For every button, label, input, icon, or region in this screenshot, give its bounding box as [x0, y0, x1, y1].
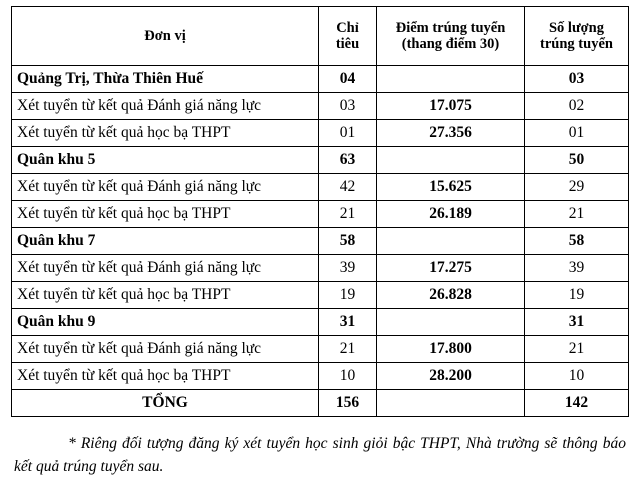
quota-cell: 10: [318, 362, 377, 390]
score-cell: 27.356: [376, 119, 525, 147]
table-header-row: Đơn vị Chỉ tiêu Điểm trúng tuyển (thang …: [11, 6, 629, 66]
quota-cell: 21: [318, 200, 377, 228]
score-cell: 17.800: [376, 335, 525, 363]
method-cell: Xét tuyển từ kết quả Đánh giá năng lực: [11, 173, 319, 201]
group-name: Quảng Trị, Thừa Thiên Huế: [11, 65, 319, 93]
method-cell: Xét tuyển từ kết quả học bạ THPT: [11, 362, 319, 390]
group-admitted: 58: [524, 227, 629, 255]
group-row: Quân khu 5 63 50: [11, 146, 629, 174]
group-quota: 31: [318, 308, 377, 336]
table-row: Xét tuyển từ kết quả Đánh giá năng lực 4…: [11, 173, 629, 201]
group-quota: 04: [318, 65, 377, 93]
group-row: Quân khu 7 58 58: [11, 227, 629, 255]
table-row: Xét tuyển từ kết quả Đánh giá năng lực 0…: [11, 92, 629, 120]
header-unit: Đơn vị: [11, 6, 319, 66]
method-cell: Xét tuyển từ kết quả Đánh giá năng lực: [11, 254, 319, 282]
total-label: TỔNG: [11, 389, 319, 417]
group-admitted: 31: [524, 308, 629, 336]
score-cell: 26.189: [376, 200, 525, 228]
method-cell: Xét tuyển từ kết quả học bạ THPT: [11, 119, 319, 147]
group-name: Quân khu 7: [11, 227, 319, 255]
admitted-cell: 02: [524, 92, 629, 120]
header-quota: Chỉ tiêu: [318, 6, 377, 66]
group-quota: 58: [318, 227, 377, 255]
quota-cell: 42: [318, 173, 377, 201]
admitted-cell: 39: [524, 254, 629, 282]
total-row: TỔNG 156 142: [11, 389, 629, 417]
score-cell: 15.625: [376, 173, 525, 201]
total-admitted: 142: [524, 389, 629, 417]
total-quota: 156: [318, 389, 377, 417]
quota-cell: 19: [318, 281, 377, 309]
table-row: Xét tuyển từ kết quả học bạ THPT 10 28.2…: [11, 362, 629, 390]
score-cell: 26.828: [376, 281, 525, 309]
total-score-empty: [376, 389, 525, 417]
group-row: Quảng Trị, Thừa Thiên Huế 04 03: [11, 65, 629, 93]
table-row: Xét tuyển từ kết quả Đánh giá năng lực 3…: [11, 254, 629, 282]
admission-results-table: Đơn vị Chỉ tiêu Điểm trúng tuyển (thang …: [11, 6, 629, 417]
group-score-empty: [376, 227, 525, 255]
quota-cell: 21: [318, 335, 377, 363]
group-name: Quân khu 5: [11, 146, 319, 174]
table-row: Xét tuyển từ kết quả học bạ THPT 19 26.8…: [11, 281, 629, 309]
table-row: Xét tuyển từ kết quả học bạ THPT 01 27.3…: [11, 119, 629, 147]
method-cell: Xét tuyển từ kết quả Đánh giá năng lực: [11, 335, 319, 363]
group-admitted: 50: [524, 146, 629, 174]
admitted-cell: 21: [524, 200, 629, 228]
table-row: Xét tuyển từ kết quả Đánh giá năng lực 2…: [11, 335, 629, 363]
header-score: Điểm trúng tuyển (thang điểm 30): [376, 6, 525, 66]
method-cell: Xét tuyển từ kết quả học bạ THPT: [11, 200, 319, 228]
method-cell: Xét tuyển từ kết quả học bạ THPT: [11, 281, 319, 309]
admitted-cell: 19: [524, 281, 629, 309]
group-name: Quân khu 9: [11, 308, 319, 336]
score-cell: 28.200: [376, 362, 525, 390]
header-admitted: Số lượng trúng tuyển: [524, 6, 629, 66]
admitted-cell: 29: [524, 173, 629, 201]
group-score-empty: [376, 65, 525, 93]
quota-cell: 01: [318, 119, 377, 147]
admitted-cell: 01: [524, 119, 629, 147]
admitted-cell: 10: [524, 362, 629, 390]
score-cell: 17.075: [376, 92, 525, 120]
table-row: Xét tuyển từ kết quả học bạ THPT 21 26.1…: [11, 200, 629, 228]
quota-cell: 39: [318, 254, 377, 282]
footnote: * Riêng đối tượng đăng ký xét tuyển học …: [14, 435, 626, 475]
quota-cell: 03: [318, 92, 377, 120]
score-cell: 17.275: [376, 254, 525, 282]
admitted-cell: 21: [524, 335, 629, 363]
group-row: Quân khu 9 31 31: [11, 308, 629, 336]
group-admitted: 03: [524, 65, 629, 93]
group-score-empty: [376, 146, 525, 174]
group-score-empty: [376, 308, 525, 336]
group-quota: 63: [318, 146, 377, 174]
method-cell: Xét tuyển từ kết quả Đánh giá năng lực: [11, 92, 319, 120]
